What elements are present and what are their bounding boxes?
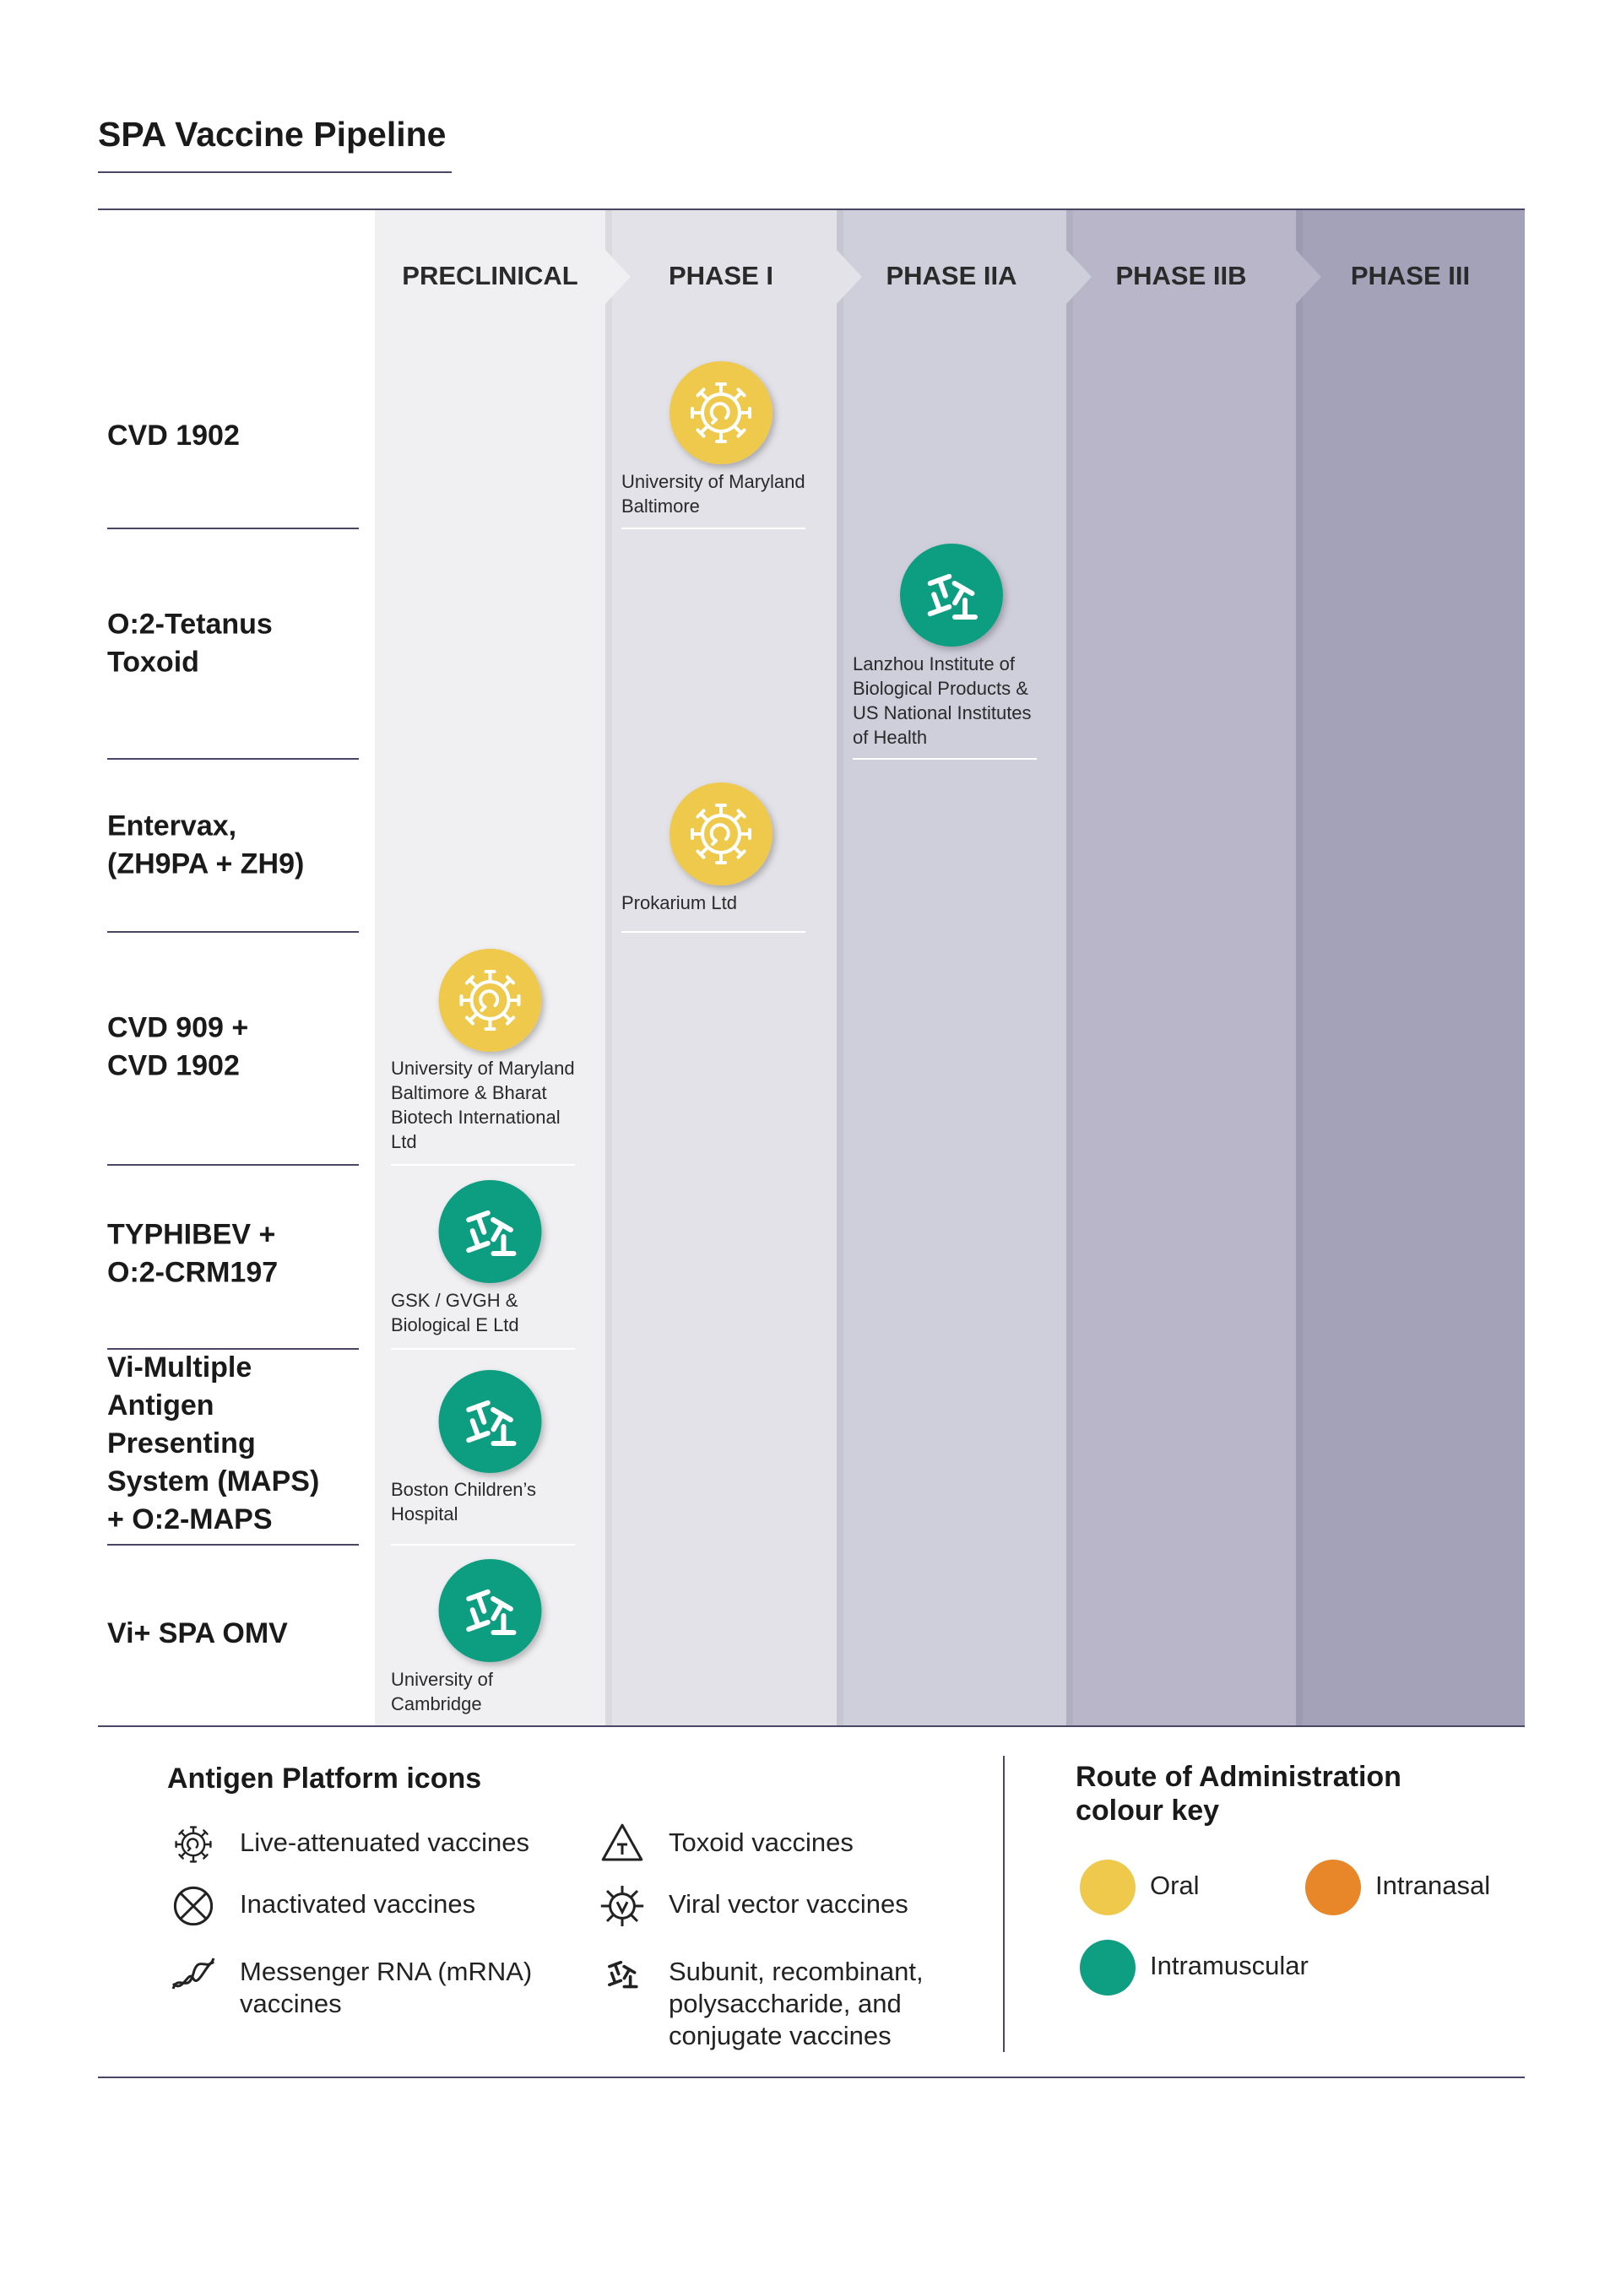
phase-columns <box>375 209 1525 1726</box>
legend-label: Messenger RNA (mRNA) <box>240 1957 532 1986</box>
phase-header: PHASE III <box>1351 261 1470 290</box>
row-label: CVD 1902 <box>107 420 240 452</box>
legend-label: Subunit, recombinant, <box>669 1957 924 1986</box>
legend-label: Live-attenuated vaccines <box>240 1828 529 1857</box>
legend-label: vaccines <box>240 1989 342 2018</box>
legend-title: Antigen Platform icons <box>167 1763 481 1795</box>
column-shadow <box>837 209 843 1726</box>
phase-column <box>837 209 1066 1726</box>
route-key-title: Route of Administration <box>1076 1761 1401 1793</box>
legend-label: Viral vector vaccines <box>669 1889 908 1919</box>
phase-header: PRECLINICAL <box>402 261 577 290</box>
platform-badge <box>438 1559 542 1662</box>
legend-icon <box>171 1957 215 1990</box>
row-label: Antigen <box>107 1389 214 1421</box>
phase-header: PHASE IIB <box>1115 261 1246 290</box>
row-label: TYPHIBEV + <box>107 1218 275 1250</box>
organisation: Prokarium Ltd <box>621 892 737 913</box>
platform-badge <box>438 1180 542 1283</box>
page-title: SPA Vaccine Pipeline <box>98 115 446 154</box>
organisation: of Health <box>853 727 927 748</box>
platform-badge <box>670 361 773 464</box>
organisation: Boston Children’s <box>391 1479 536 1500</box>
organisation: GSK / GVGH & <box>391 1290 518 1311</box>
route-swatch <box>1080 1860 1136 1915</box>
column-shadow <box>1296 209 1303 1726</box>
row-label: + O:2-MAPS <box>107 1503 273 1535</box>
row-label: O:2-CRM197 <box>107 1256 278 1288</box>
organisation: Baltimore <box>621 495 700 517</box>
organisation: Biological Products & <box>853 678 1028 699</box>
row-label: System (MAPS) <box>107 1465 319 1497</box>
organisation: Hospital <box>391 1503 458 1524</box>
column-shadow <box>1066 209 1073 1726</box>
phase-header: PHASE IIA <box>886 261 1017 290</box>
legend-icon <box>173 1886 214 1926</box>
route-label: Intramuscular <box>1150 1951 1309 1980</box>
phase-header: PHASE I <box>669 261 773 290</box>
row-label: Presenting <box>107 1427 256 1459</box>
legend-label: Toxoid vaccines <box>669 1828 854 1857</box>
platform-badge <box>900 544 1003 647</box>
organisation: University of <box>391 1669 494 1690</box>
phase-chevron <box>1066 250 1092 304</box>
organisation: University of Maryland <box>391 1058 575 1079</box>
legend-label: conjugate vaccines <box>669 2021 892 2050</box>
route-swatch <box>1080 1940 1136 1995</box>
row-label: CVD 909 + <box>107 1011 248 1043</box>
legend-icon <box>176 1828 211 1862</box>
route-label: Intranasal <box>1375 1871 1490 1900</box>
row-label: O:2-Tetanus <box>107 608 273 640</box>
route-label: Oral <box>1150 1871 1200 1900</box>
platform-badge <box>438 949 542 1052</box>
phase-column <box>1296 209 1525 1726</box>
legend-icon <box>599 1884 645 1928</box>
platform-badge <box>438 1370 542 1473</box>
organisation: University of Maryland <box>621 471 805 492</box>
content: PRECLINICAL PHASE I PHASE IIA PHASE IIB PHAS… <box>107 261 1490 2050</box>
row-label: Vi-Multiple <box>107 1351 252 1384</box>
row-label: Entervax, <box>107 810 236 842</box>
organisation: Ltd <box>391 1131 417 1152</box>
phase-chevron <box>605 250 631 304</box>
legend-label: polysaccharide, and <box>669 1989 902 2018</box>
route-key-title: colour key <box>1076 1795 1219 1827</box>
organisation: Lanzhou Institute of <box>853 653 1016 674</box>
legend-label: Inactivated vaccines <box>240 1889 475 1919</box>
phase-chevron <box>1296 250 1321 304</box>
legend-icon <box>604 1960 638 1989</box>
phase-chevron <box>837 250 862 304</box>
row-label: Toxoid <box>107 646 199 678</box>
legend-icon <box>601 1823 643 1861</box>
row-label: (ZH9PA + ZH9) <box>107 847 304 880</box>
organisation: Baltimore & Bharat <box>391 1082 547 1103</box>
organisation: US National Institutes <box>853 702 1032 723</box>
column-shadow <box>605 209 612 1726</box>
row-label: CVD 1902 <box>107 1049 240 1081</box>
row-label: Vi+ SPA OMV <box>107 1617 288 1649</box>
organisation: Cambridge <box>391 1693 482 1714</box>
organisation: Biological E Ltd <box>391 1314 519 1335</box>
route-swatch <box>1305 1860 1361 1915</box>
platform-badge <box>670 782 773 885</box>
organisation: Biotech International <box>391 1107 561 1128</box>
phase-column <box>1066 209 1296 1726</box>
